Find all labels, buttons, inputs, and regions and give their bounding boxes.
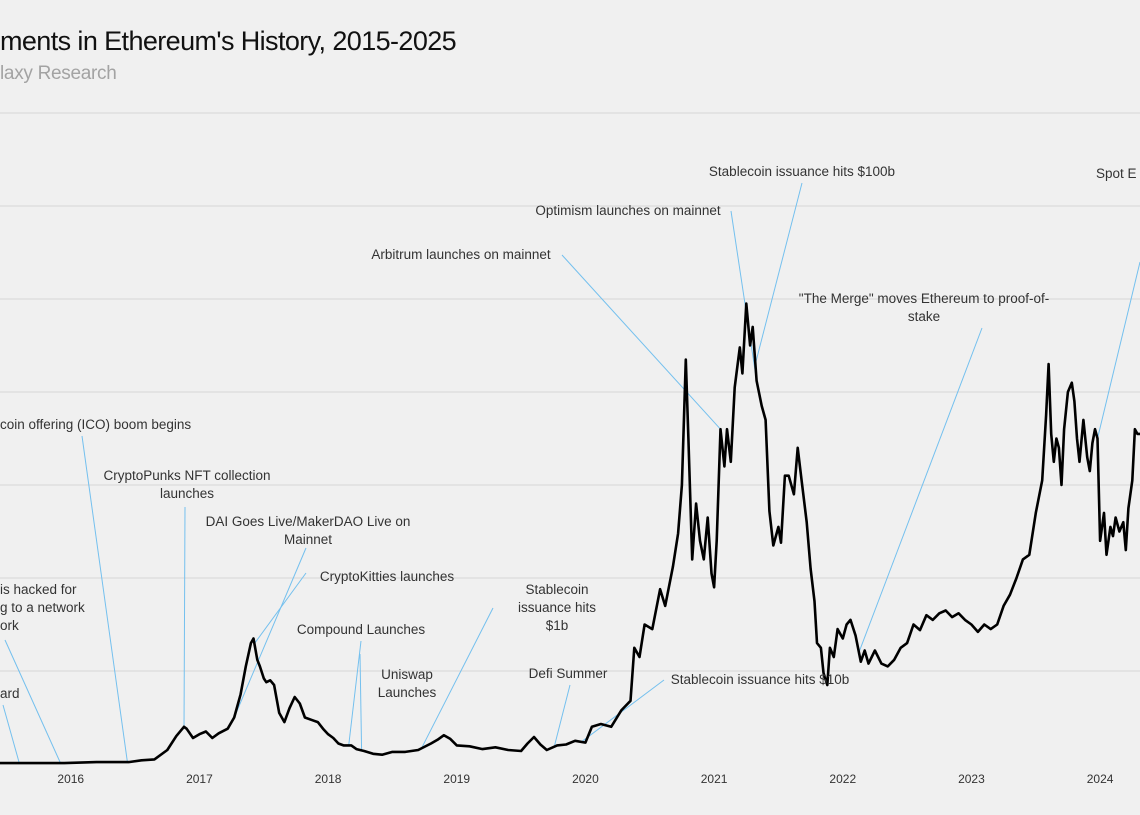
x-tick-label-2024: 2024 xyxy=(1087,772,1114,786)
x-tick-label-2021: 2021 xyxy=(701,772,728,786)
leader-line-8 xyxy=(421,607,494,748)
annotation-line: is hacked for xyxy=(0,582,77,597)
annotation-line: Spot E xyxy=(1096,166,1137,181)
annotation-12: Optimism launches on mainnet xyxy=(535,203,721,218)
annotation-10: Stablecoin issuance hits $10b xyxy=(671,672,850,687)
annotation-4: DAI Goes Live/MakerDAO Live on Mainnet xyxy=(206,514,411,547)
leader-line-4 xyxy=(233,547,307,718)
annotation-line: issuance hits xyxy=(518,600,596,615)
annotation-label: Optimism launches on mainnet xyxy=(535,203,721,218)
annotation-line: Uniswap xyxy=(381,667,433,682)
leader-line-1 xyxy=(4,639,61,764)
x-tick-label-2023: 2023 xyxy=(958,772,985,786)
annotation-label: CryptoPunks NFT collection launches xyxy=(103,468,270,501)
leader-line-14 xyxy=(857,327,983,655)
annotation-label: Uniswap Launches xyxy=(378,667,437,700)
annotation-line: CryptoKitties launches xyxy=(320,569,455,584)
annotation-9: Defi Summer xyxy=(529,666,608,681)
annotation-label: is hacked for g to a network ork xyxy=(0,582,85,633)
leader-line-9 xyxy=(554,684,571,746)
annotation-2: coin offering (ICO) boom begins xyxy=(0,417,191,432)
annotation-line: CryptoPunks NFT collection xyxy=(103,468,270,483)
annotation-11: Arbitrum launches on mainnet xyxy=(371,247,551,262)
annotation-line: Launches xyxy=(378,685,437,700)
leader-line-13 xyxy=(754,182,803,365)
leader-line-12 xyxy=(730,210,758,381)
annotation-label: Stablecoin issuance hits $100b xyxy=(709,164,895,179)
x-tick-label-2016: 2016 xyxy=(57,772,84,786)
annotation-line: $1b xyxy=(546,618,569,633)
page-title: ments in Ethereum's History, 2015-2025 xyxy=(0,26,457,56)
leader-line-0 xyxy=(2,704,20,764)
annotation-line: g to a network xyxy=(0,600,85,615)
annotation-line: launches xyxy=(160,486,214,501)
annotation-line: Stablecoin issuance hits $10b xyxy=(671,672,850,687)
annotation-label: Compound Launches xyxy=(297,622,426,637)
annotation-line: Optimism launches on mainnet xyxy=(535,203,721,218)
x-axis: 2016 2017 2018 2019 2020 2021 2022 2023 2024 xyxy=(57,772,1113,786)
annotation-label: coin offering (ICO) boom begins xyxy=(0,417,191,432)
annotation-label: Stablecoin issuance hits $10b xyxy=(671,672,850,687)
annotation-line: Stablecoin xyxy=(525,582,588,597)
annotation-line: stake xyxy=(908,309,940,324)
leader-line-5 xyxy=(254,572,307,644)
annotation-15: Spot E xyxy=(1096,166,1137,181)
annotation-1: is hacked for g to a network ork xyxy=(0,582,85,633)
annotation-5: CryptoKitties launches xyxy=(320,569,455,584)
annotation-label: Defi Summer xyxy=(529,666,608,681)
x-tick-label-2018: 2018 xyxy=(315,772,342,786)
leader-line-10 xyxy=(581,679,665,743)
leader-line-11 xyxy=(561,254,721,430)
x-tick-label-2022: 2022 xyxy=(829,772,856,786)
annotation-line: coin offering (ICO) boom begins xyxy=(0,417,191,432)
annotation-0: ard xyxy=(0,686,20,701)
annotation-leaders xyxy=(2,182,1140,764)
annotation-line: DAI Goes Live/MakerDAO Live on xyxy=(206,514,411,529)
leader-line-15 xyxy=(1097,261,1140,439)
annotation-line: "The Merge" moves Ethereum to proof-of- xyxy=(799,291,1049,306)
page-source: laxy Research xyxy=(0,63,117,84)
leader-line-6 xyxy=(348,640,362,746)
annotation-line: Stablecoin issuance hits $100b xyxy=(709,164,895,179)
annotation-line: ork xyxy=(0,618,19,633)
annotations: ard is hacked for g to a network ork coin of… xyxy=(0,164,1137,701)
annotation-8: Stablecoin issuance hits $1b xyxy=(518,582,596,633)
annotation-label: ard xyxy=(0,686,20,701)
leader-line-3 xyxy=(183,506,186,729)
annotation-3: CryptoPunks NFT collection launches xyxy=(103,468,270,501)
annotation-line: ard xyxy=(0,686,20,701)
annotation-line: Compound Launches xyxy=(297,622,426,637)
annotation-label: Stablecoin issuance hits $1b xyxy=(518,582,596,633)
annotation-6: Compound Launches xyxy=(297,622,426,637)
annotation-line: Mainnet xyxy=(284,532,332,547)
eth-price-line xyxy=(0,302,1140,765)
annotation-label: Spot E xyxy=(1096,166,1137,181)
leader-line-7 xyxy=(359,653,363,752)
annotation-label: "The Merge" moves Ethereum to proof-of-s… xyxy=(799,291,1049,324)
leader-line-2 xyxy=(81,435,128,763)
annotation-label: DAI Goes Live/MakerDAO Live on Mainnet xyxy=(206,514,411,547)
gridlines xyxy=(0,205,1140,672)
annotation-7: Uniswap Launches xyxy=(378,667,437,700)
annotation-14: "The Merge" moves Ethereum to proof-of-s… xyxy=(799,291,1049,324)
annotation-label: CryptoKitties launches xyxy=(320,569,455,584)
x-tick-label-2019: 2019 xyxy=(443,772,470,786)
annotation-label: Arbitrum launches on mainnet xyxy=(371,247,551,262)
price-series xyxy=(0,302,1140,765)
x-tick-label-2020: 2020 xyxy=(572,772,599,786)
annotation-line: Defi Summer xyxy=(529,666,608,681)
annotation-13: Stablecoin issuance hits $100b xyxy=(709,164,895,179)
annotation-line: Arbitrum launches on mainnet xyxy=(371,247,551,262)
x-tick-label-2017: 2017 xyxy=(186,772,213,786)
